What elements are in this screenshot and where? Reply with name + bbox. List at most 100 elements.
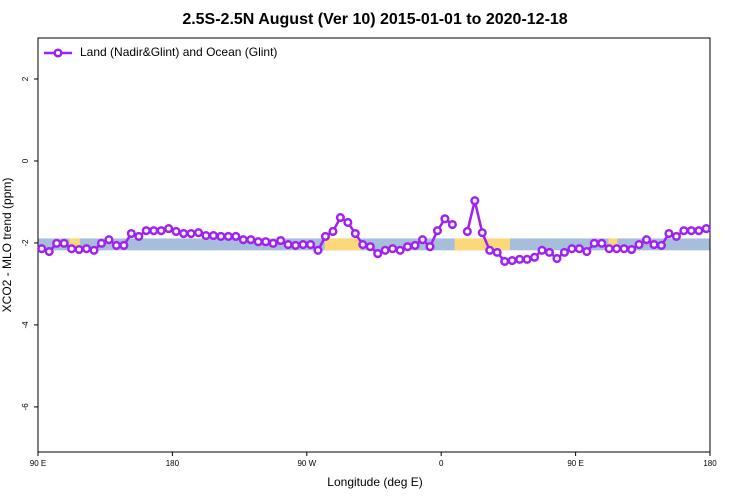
data-point bbox=[373, 249, 383, 259]
y-tick-label: 2 bbox=[21, 76, 30, 81]
data-point bbox=[679, 226, 689, 236]
data-point bbox=[589, 238, 599, 248]
data-point bbox=[365, 242, 375, 252]
data-point bbox=[246, 235, 256, 245]
data-point bbox=[634, 240, 644, 250]
data-point bbox=[380, 245, 390, 255]
data-point bbox=[193, 228, 204, 238]
data-point bbox=[507, 256, 517, 266]
data-point bbox=[612, 244, 622, 254]
data-point bbox=[305, 240, 316, 250]
data-point bbox=[671, 231, 681, 241]
data-point bbox=[74, 244, 84, 255]
data-point bbox=[335, 212, 345, 223]
data-point bbox=[59, 238, 69, 248]
x-tick-label: 90 E bbox=[567, 459, 583, 468]
data-point bbox=[537, 245, 547, 255]
data-point bbox=[425, 242, 435, 252]
x-tick-label: 90 E bbox=[30, 459, 46, 468]
data-point bbox=[231, 231, 241, 241]
data-point bbox=[582, 247, 592, 257]
data-point bbox=[156, 226, 166, 236]
data-point bbox=[515, 254, 525, 264]
data-point bbox=[223, 231, 233, 241]
data-point bbox=[649, 240, 659, 250]
data-point bbox=[253, 237, 263, 247]
data-point bbox=[67, 244, 77, 254]
legend-marker bbox=[53, 48, 63, 58]
data-point bbox=[238, 235, 248, 245]
y-tick-label: -2 bbox=[21, 239, 30, 247]
data-point bbox=[500, 256, 510, 266]
data-point bbox=[604, 244, 614, 254]
data-point bbox=[552, 253, 562, 264]
plot-frame bbox=[37, 37, 711, 453]
data-point bbox=[119, 240, 129, 250]
data-point bbox=[96, 238, 107, 248]
data-point bbox=[104, 235, 114, 245]
data-point bbox=[186, 228, 196, 239]
data-point bbox=[89, 245, 99, 255]
data-point bbox=[664, 228, 674, 239]
highlight bbox=[608, 238, 618, 251]
data-point bbox=[559, 247, 569, 257]
highlight bbox=[454, 238, 510, 251]
y-tick-label: 0 bbox=[21, 158, 30, 163]
data-point bbox=[477, 228, 487, 238]
data-point bbox=[44, 247, 54, 257]
data-point bbox=[81, 244, 92, 254]
data-point bbox=[164, 224, 174, 234]
data-point bbox=[656, 240, 667, 250]
data-point bbox=[358, 240, 368, 250]
data-point bbox=[261, 237, 271, 247]
chart-title: 2.5S-2.5N August (Ver 10) 2015-01-01 to … bbox=[182, 11, 567, 28]
data-point bbox=[283, 240, 293, 250]
data-point bbox=[544, 247, 555, 257]
legend-label: Land (Nadir&Glint) and Ocean (Glint) bbox=[80, 45, 277, 59]
data-point bbox=[597, 238, 607, 248]
data-point bbox=[567, 244, 577, 254]
data-point bbox=[574, 244, 584, 254]
y-axis-label: XCO2 - MLO trend (ppm) bbox=[0, 178, 14, 313]
data-point bbox=[208, 231, 219, 241]
data-point bbox=[388, 244, 398, 254]
data-point bbox=[268, 238, 278, 248]
data-point bbox=[313, 245, 323, 255]
data-point bbox=[686, 226, 696, 236]
data-point bbox=[298, 240, 308, 250]
data-point bbox=[37, 244, 47, 254]
data-point bbox=[134, 231, 144, 241]
data-point bbox=[149, 226, 159, 236]
data-point bbox=[343, 217, 353, 228]
data-point bbox=[350, 228, 360, 239]
data-point bbox=[694, 226, 704, 236]
x-tick-label: 90 W bbox=[297, 459, 316, 468]
data-point bbox=[201, 231, 211, 241]
data-point bbox=[276, 235, 286, 246]
y-tick-label: -6 bbox=[21, 403, 30, 411]
data-point bbox=[470, 196, 480, 206]
data-point bbox=[641, 235, 652, 245]
data-point bbox=[522, 254, 532, 264]
data-point bbox=[492, 247, 502, 257]
data-point bbox=[52, 238, 62, 248]
data-point bbox=[395, 245, 405, 255]
y-tick-label: -4 bbox=[21, 321, 30, 329]
data-point bbox=[701, 224, 711, 234]
highlight bbox=[324, 238, 361, 251]
data-point bbox=[529, 252, 540, 262]
data-point bbox=[320, 231, 331, 241]
x-tick-label: 0 bbox=[439, 459, 444, 468]
highlight bbox=[69, 238, 80, 251]
data-point bbox=[328, 226, 338, 237]
data-point bbox=[619, 244, 629, 254]
data-point bbox=[462, 226, 472, 237]
data-point bbox=[432, 226, 443, 236]
data-point bbox=[447, 219, 457, 230]
data-point bbox=[126, 228, 136, 239]
data-point bbox=[440, 214, 450, 224]
data-point bbox=[111, 240, 121, 250]
data-point bbox=[291, 240, 301, 250]
data-point bbox=[171, 226, 181, 237]
